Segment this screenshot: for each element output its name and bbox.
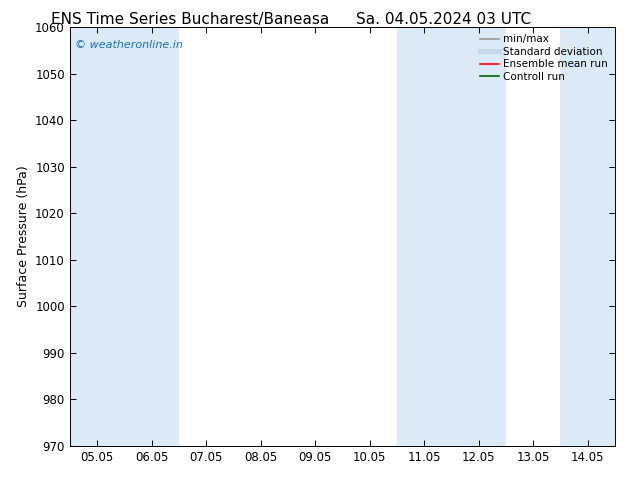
Bar: [124, 27, 179, 446]
Y-axis label: Surface Pressure (hPa): Surface Pressure (hPa): [16, 166, 30, 307]
Bar: [70, 27, 124, 446]
Legend: min/max, Standard deviation, Ensemble mean run, Controll run: min/max, Standard deviation, Ensemble me…: [478, 32, 610, 84]
Text: ENS Time Series Bucharest/Baneasa: ENS Time Series Bucharest/Baneasa: [51, 12, 329, 27]
Text: Sa. 04.05.2024 03 UTC: Sa. 04.05.2024 03 UTC: [356, 12, 531, 27]
Text: © weatheronline.in: © weatheronline.in: [75, 40, 183, 49]
Bar: [560, 27, 588, 446]
Bar: [451, 27, 506, 446]
Bar: [397, 27, 451, 446]
Bar: [588, 27, 615, 446]
